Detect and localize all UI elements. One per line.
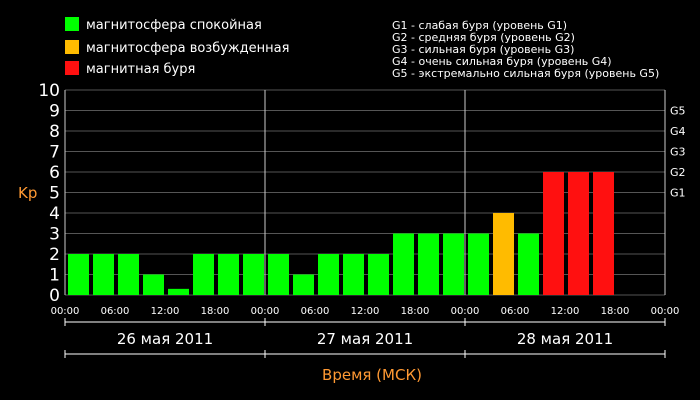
kp-bar (218, 254, 239, 295)
x-axis-label: Время (МСК) (322, 366, 422, 384)
y-tick-label: 9 (49, 102, 60, 122)
kp-bar (293, 274, 314, 295)
day-label: 27 мая 2011 (317, 330, 413, 348)
legend-swatch-quiet (65, 17, 79, 31)
x-tick-label: 00:00 (51, 306, 80, 317)
kp-bar (418, 233, 439, 295)
x-tick-label: 12:00 (351, 306, 380, 317)
legend: магнитосфера спокойная магнитосфера возб… (65, 17, 289, 77)
kp-bar (93, 254, 114, 295)
day-label: 28 мая 2011 (517, 330, 613, 348)
y-tick-label: 1 (49, 266, 60, 286)
grid-layer (65, 89, 665, 296)
legend-label-storm: магнитная буря (86, 62, 195, 77)
x-tick-label: 18:00 (401, 306, 430, 317)
y-tick-label: 5 (49, 184, 60, 204)
x-tick-label: 12:00 (151, 306, 180, 317)
kp-bar (193, 254, 214, 295)
kp-bar (443, 233, 464, 295)
x-tick-label: 18:00 (201, 306, 230, 317)
storm-scale-glossary: G1 - слабая буря (уровень G1) G2 - средн… (392, 19, 659, 80)
kp-bar (118, 254, 139, 295)
storm-scale-g2: G2 - средняя буря (уровень G2) (392, 31, 575, 44)
storm-scale-g5: G5 - экстремально сильная буря (уровень … (392, 67, 659, 80)
y-tick-label: 7 (49, 143, 60, 163)
y-tick-label: 10 (38, 81, 60, 101)
bars-layer (68, 172, 614, 295)
right-axis-g-label: G1 (670, 187, 686, 200)
kp-bar (318, 254, 339, 295)
legend-label-quiet: магнитосфера спокойная (86, 18, 262, 33)
kp-bar (493, 213, 514, 295)
y-tick-label: 0 (49, 286, 60, 306)
legend-swatch-storm (65, 61, 79, 75)
day-label: 26 мая 2011 (117, 330, 213, 348)
y-tick-label: 6 (49, 163, 60, 183)
kp-bar (268, 254, 289, 295)
x-tick-label: 06:00 (501, 306, 530, 317)
legend-swatch-active (65, 40, 79, 54)
kp-bar (168, 288, 189, 295)
storm-scale-g4: G4 - очень сильная буря (уровень G4) (392, 55, 612, 68)
x-tick-label: 00:00 (651, 306, 680, 317)
kp-bar (468, 233, 489, 295)
x-tick-label: 12:00 (551, 306, 580, 317)
right-axis-g-label: G5 (670, 105, 686, 118)
x-tick-label: 06:00 (101, 306, 130, 317)
storm-scale-g1: G1 - слабая буря (уровень G1) (392, 19, 567, 32)
kp-bar (393, 233, 414, 295)
storm-scale-g3: G3 - сильная буря (уровень G3) (392, 43, 574, 56)
kp-bar (543, 172, 564, 295)
kp-bar (568, 172, 589, 295)
kp-bar (243, 254, 264, 295)
x-tick-label: 06:00 (301, 306, 330, 317)
right-axis-g-label: G2 (670, 166, 686, 179)
y-axis-label: Kp (18, 184, 37, 202)
x-tick-label: 00:00 (451, 306, 480, 317)
x-tick-label: 18:00 (601, 306, 630, 317)
kp-bar (343, 254, 364, 295)
kp-bar (68, 254, 89, 295)
y-tick-label: 2 (49, 245, 60, 265)
kp-bar (518, 233, 539, 295)
legend-label-active: магнитосфера возбужденная (86, 41, 289, 56)
kp-bar (143, 274, 164, 295)
kp-bar (593, 172, 614, 295)
x-tick-label: 00:00 (251, 306, 280, 317)
right-axis-g-label: G3 (670, 146, 686, 159)
y-tick-label: 4 (49, 204, 60, 224)
y-tick-label: 3 (49, 225, 60, 245)
y-tick-label: 8 (49, 122, 60, 142)
kp-bar (368, 254, 389, 295)
right-axis-g-label: G4 (670, 125, 686, 138)
